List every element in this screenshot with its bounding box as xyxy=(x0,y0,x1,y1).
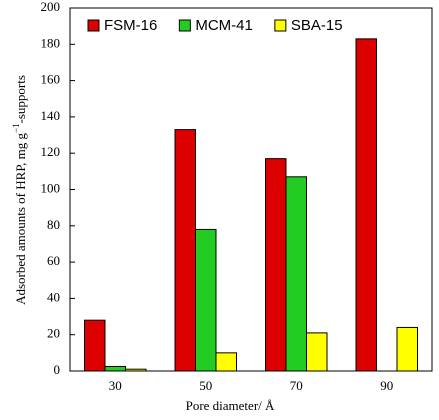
bar xyxy=(174,129,196,372)
legend-swatch xyxy=(178,19,191,32)
bar xyxy=(195,228,217,372)
y-tick-label: 200 xyxy=(41,0,61,14)
legend-label: FSM-16 xyxy=(104,17,157,34)
bar xyxy=(355,38,377,372)
bar xyxy=(84,319,106,372)
legend-swatch xyxy=(87,19,100,32)
y-tick-label: 40 xyxy=(47,289,60,304)
y-tick-label: 80 xyxy=(47,217,60,232)
bar xyxy=(396,326,418,372)
plot-frame xyxy=(69,7,433,372)
y-label-sup: −1 xyxy=(11,123,21,133)
y-tick-label: 120 xyxy=(41,144,61,159)
x-tick-label: 90 xyxy=(380,378,393,393)
bar xyxy=(265,158,287,372)
y-label-part: -supports xyxy=(13,75,28,123)
bar xyxy=(215,352,237,372)
x-axis-label: Pore diameter/ Å xyxy=(186,398,275,413)
y-tick-label: 20 xyxy=(47,326,60,341)
y-tick-label: 160 xyxy=(41,72,61,87)
y-label-part: Adsorbed amounts of HRP, mg g xyxy=(13,133,28,305)
y-tick-label: 180 xyxy=(41,35,61,50)
bar xyxy=(285,176,307,372)
y-tick-label: 140 xyxy=(41,108,61,123)
x-tick-label: 50 xyxy=(199,378,212,393)
x-tick-label: 70 xyxy=(290,378,303,393)
y-tick-label: 100 xyxy=(41,180,61,195)
legend-label: SBA-15 xyxy=(291,17,343,34)
legend-label: MCM-41 xyxy=(195,17,253,34)
y-tick-label: 0 xyxy=(54,362,61,377)
bar xyxy=(306,332,328,372)
y-axis-label: Adsorbed amounts of HRP, mg g−1-supports xyxy=(11,75,28,305)
x-tick-label: 30 xyxy=(109,378,122,393)
bar xyxy=(104,365,126,372)
legend-swatch xyxy=(274,19,287,32)
y-tick-label: 60 xyxy=(47,253,60,268)
